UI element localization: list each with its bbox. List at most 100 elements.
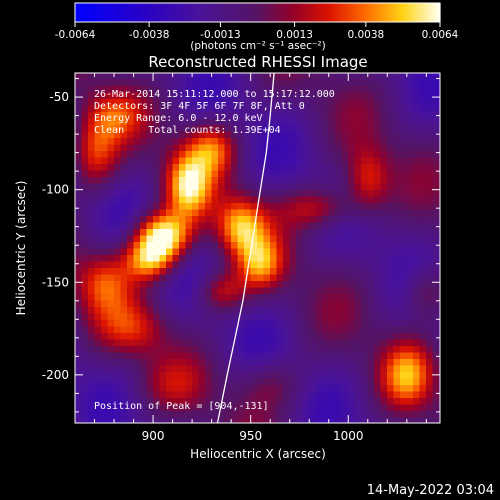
colorbar-swatch	[172, 3, 176, 22]
heatmap-pixel	[322, 99, 329, 106]
heatmap-pixel	[75, 365, 82, 373]
heatmap-pixel	[250, 151, 258, 158]
heatmap-pixel	[400, 190, 407, 197]
heatmap-pixel	[400, 333, 407, 340]
heatmap-pixel	[426, 216, 433, 223]
heatmap-pixel	[237, 79, 245, 87]
heatmap-pixel	[192, 151, 199, 158]
heatmap-pixel	[224, 287, 232, 295]
heatmap-pixel	[198, 99, 206, 106]
heatmap-pixel	[107, 404, 115, 412]
heatmap-pixel	[257, 359, 264, 366]
heatmap-pixel	[341, 73, 349, 80]
heatmap-pixel	[127, 352, 134, 360]
heatmap-pixel	[179, 248, 186, 256]
heatmap-pixel	[120, 144, 128, 152]
heatmap-pixel	[198, 320, 206, 327]
heatmap-pixel	[302, 99, 310, 106]
heatmap-pixel	[101, 411, 108, 418]
heatmap-pixel	[198, 313, 206, 321]
heatmap-pixel	[393, 287, 401, 295]
heatmap-pixel	[94, 320, 102, 327]
heatmap-pixel	[179, 294, 186, 301]
heatmap-pixel	[309, 307, 316, 314]
heatmap-pixel	[387, 261, 394, 269]
heatmap-pixel	[211, 385, 219, 392]
heatmap-pixel	[270, 307, 277, 314]
heatmap-pixel	[328, 365, 336, 373]
heatmap-pixel	[348, 118, 355, 126]
heatmap-pixel	[224, 339, 232, 347]
heatmap-pixel	[289, 196, 297, 204]
y-axis: -50-100-150-200	[42, 78, 440, 413]
heatmap-pixel	[400, 398, 407, 405]
heatmap-pixel	[270, 365, 277, 373]
heatmap-pixel	[380, 177, 388, 184]
heatmap-pixel	[432, 183, 440, 191]
heatmap-pixel	[289, 281, 297, 288]
heatmap-pixel	[406, 144, 414, 152]
heatmap-pixel	[328, 417, 336, 423]
colorbar-swatch	[141, 3, 146, 22]
heatmap-pixel	[107, 313, 115, 321]
heatmap-pixel	[406, 359, 414, 366]
heatmap-pixel	[237, 274, 245, 282]
colorbar-tick-label: 0.0038	[347, 29, 384, 41]
heatmap-pixel	[146, 346, 154, 353]
heatmap-pixel	[393, 378, 401, 386]
heatmap-pixel	[224, 294, 232, 301]
heatmap-pixel	[94, 222, 102, 230]
heatmap-pixel	[127, 105, 134, 113]
heatmap-pixel	[419, 281, 427, 288]
heatmap-pixel	[101, 339, 108, 347]
heatmap-pixel	[354, 190, 362, 197]
heatmap-pixel	[172, 346, 180, 353]
heatmap-pixel	[133, 294, 141, 301]
heatmap-pixel	[211, 378, 219, 386]
heatmap-pixel	[205, 229, 212, 236]
heatmap-pixel	[198, 131, 206, 139]
heatmap-pixel	[400, 365, 407, 373]
heatmap-pixel	[283, 138, 290, 145]
heatmap-pixel	[380, 404, 388, 412]
heatmap-pixel	[309, 177, 316, 184]
heatmap-pixel	[432, 365, 440, 373]
heatmap-pixel	[419, 372, 427, 379]
heatmap-pixel	[296, 92, 303, 100]
heatmap-pixel	[322, 352, 329, 360]
heatmap-pixel	[432, 164, 440, 171]
heatmap-pixel	[224, 118, 232, 126]
heatmap-pixel	[341, 144, 349, 152]
heatmap-pixel	[192, 222, 199, 230]
heatmap-pixel	[432, 105, 440, 113]
heatmap-pixel	[413, 417, 420, 423]
heatmap-pixel	[140, 365, 147, 373]
heatmap-pixel	[322, 391, 329, 399]
heatmap-pixel	[276, 118, 284, 126]
heatmap-pixel	[400, 411, 407, 418]
heatmap-pixel	[270, 157, 277, 165]
heatmap-pixel	[367, 131, 375, 139]
heatmap-pixel	[120, 268, 128, 275]
heatmap-pixel	[315, 112, 323, 119]
heatmap-pixel	[380, 216, 388, 223]
heatmap-pixel	[348, 294, 355, 301]
colorbar-swatch	[129, 3, 134, 22]
heatmap-pixel	[283, 255, 290, 262]
heatmap-pixel	[322, 118, 329, 126]
heatmap-pixel	[406, 235, 414, 243]
heatmap-pixel	[88, 339, 95, 347]
heatmap-pixel	[172, 294, 180, 301]
heatmap-pixel	[179, 183, 186, 191]
heatmap-pixel	[94, 339, 102, 347]
heatmap-pixel	[146, 79, 154, 87]
colorbar-swatch	[135, 3, 140, 22]
heatmap-pixel	[120, 242, 128, 249]
heatmap-pixel	[380, 112, 388, 119]
heatmap-pixel	[127, 170, 134, 178]
heatmap-pixel	[237, 138, 245, 145]
heatmap-pixel	[172, 229, 180, 236]
heatmap-pixel	[276, 164, 284, 171]
heatmap-pixel	[120, 222, 128, 230]
heatmap-pixel	[374, 352, 381, 360]
